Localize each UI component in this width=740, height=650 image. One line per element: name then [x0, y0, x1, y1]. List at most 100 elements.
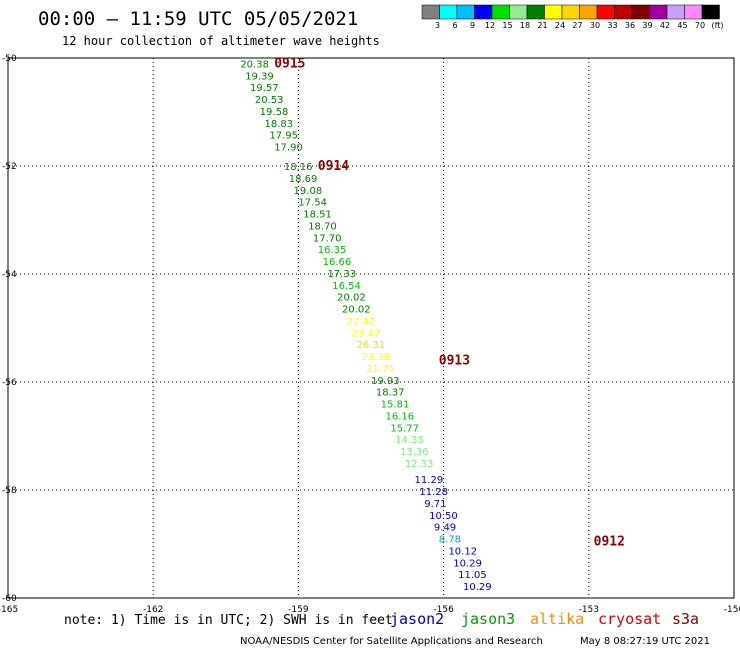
satellite-legend: jason2 jason3 altika cryosat s3a: [390, 610, 699, 628]
swh-label: 19.58: [260, 107, 289, 118]
legend-swatch: [526, 4, 545, 20]
legend-swatch: [544, 4, 563, 20]
swh-label: 18.37: [376, 388, 405, 399]
swh-label: 23.38: [361, 352, 390, 363]
credit-line: NOAA/NESDIS Center for Satellite Applica…: [240, 636, 543, 647]
swh-label: 15.77: [390, 423, 419, 434]
swh-label: 16.66: [323, 257, 352, 268]
time-label: 0912: [594, 534, 625, 549]
time-label: 0913: [439, 353, 470, 368]
satellite-altika: altika: [530, 610, 584, 628]
swh-label: 23.47: [352, 328, 381, 339]
swh-label: 11.05: [458, 570, 487, 581]
legend-swatch: [666, 4, 685, 20]
x-tick-label: -150: [724, 605, 740, 615]
legend-label: 70: [695, 21, 705, 30]
y-tick-label: -56: [2, 378, 17, 388]
legend-label: (ft): [711, 21, 723, 30]
color-legend: 3 6 9 12 15 18 21 24 27 30 33 36 39 42 45 70 (ft): [421, 4, 724, 30]
legend-swatch: [456, 4, 475, 20]
swh-label: 16.54: [332, 281, 361, 292]
x-tick-labels: -165 -162 -159 -156 -153 -150: [0, 605, 740, 615]
legend-swatch: [491, 4, 510, 20]
legend-label: 42: [660, 21, 670, 30]
time-label: 0914: [318, 159, 349, 174]
x-tick-label: -162: [143, 605, 163, 615]
swh-label: 26.31: [356, 340, 385, 351]
legend-swatch: [684, 4, 703, 20]
legend-swatch: [579, 4, 598, 20]
swh-label: 11.28: [419, 487, 448, 498]
satellite-jason3: jason3: [461, 610, 515, 628]
swh-label: 14.35: [395, 435, 424, 446]
legend-label: 30: [590, 21, 600, 30]
x-tick-label: -153: [579, 605, 599, 615]
swh-label: 19.93: [371, 376, 400, 387]
x-tick-label: -165: [0, 605, 18, 615]
legend-label: 3: [435, 21, 440, 30]
legend-swatch: [649, 4, 668, 20]
legend-label: 36: [625, 21, 635, 30]
legend-swatch: [614, 4, 633, 20]
swh-label: 16.35: [318, 245, 347, 256]
swh-label: 12.33: [405, 459, 434, 470]
swh-label: 17.33: [327, 269, 356, 280]
legend-swatch: [439, 4, 458, 20]
legend-label: 18: [520, 21, 530, 30]
swh-label: 18.69: [289, 174, 318, 185]
legend-label: 15: [502, 21, 512, 30]
y-tick-label: -52: [2, 162, 17, 172]
legend-swatch: [561, 4, 580, 20]
legend-swatch: [701, 4, 720, 20]
time-label: 0915: [274, 56, 305, 71]
legend-label: 21: [537, 21, 547, 30]
swh-label: 10.29: [463, 582, 492, 593]
legend-swatch: [596, 4, 615, 20]
swh-label: 20.38: [240, 59, 269, 70]
swh-label: 13.36: [400, 447, 429, 458]
swh-label: 19.39: [245, 71, 274, 82]
chart-subtitle: 12 hour collection of altimeter wave hei…: [62, 34, 380, 48]
y-tick-label: -50: [2, 54, 17, 64]
legend-swatch: [474, 4, 493, 20]
swh-label: 20.02: [342, 305, 371, 316]
y-tick-label: -54: [2, 270, 17, 280]
swh-label: 20.02: [337, 293, 366, 304]
swh-label: 9.49: [434, 523, 456, 534]
legend-label: 45: [677, 21, 687, 30]
legend-label: 9: [470, 21, 475, 30]
swh-label: 17.95: [269, 131, 298, 142]
legend-label: 27: [572, 21, 582, 30]
swh-label: 15.81: [381, 400, 410, 411]
satellite-jason2: jason2: [390, 610, 444, 628]
legend-swatch: [421, 4, 440, 20]
legend-label: 39: [642, 21, 652, 30]
swh-label: 17.90: [274, 143, 303, 154]
generated-timestamp: May 8 08:27:19 UTC 2021: [580, 636, 710, 647]
swh-label: 17.70: [313, 233, 342, 244]
swh-label: 18.51: [303, 210, 332, 221]
satellite-cryosat: cryosat: [598, 610, 661, 628]
legend-swatch: [509, 4, 528, 20]
plot-area: -50-52-54-56-58-60 -165-162-159-156-153-…: [0, 54, 740, 615]
swh-label: 20.53: [255, 95, 284, 106]
swh-label: 16.16: [386, 411, 415, 422]
swh-label: 19.08: [294, 186, 323, 197]
y-tick-label: -60: [2, 594, 17, 604]
time-labels: 0915 0914 0913 0912: [274, 56, 625, 549]
plot-frame: [7, 57, 735, 599]
swh-label: 8.78: [439, 535, 461, 546]
satellite-s3a: s3a: [672, 610, 699, 628]
swh-label: 10.12: [448, 546, 477, 557]
swh-label: 11.29: [415, 475, 444, 486]
footnote: note: 1) Time is in UTC; 2) SWH is in fe…: [64, 613, 393, 628]
swh-label: 18.70: [308, 221, 337, 232]
swh-label: 22.42: [347, 316, 376, 327]
y-tick-labels: -50 -52 -54 -56 -58 -60: [2, 54, 17, 604]
x-tick-label: -156: [433, 605, 454, 615]
legend-swatch: [631, 4, 650, 20]
swh-label: 19.57: [250, 83, 279, 94]
legend-label: 6: [452, 21, 457, 30]
swh-label: 17.54: [298, 198, 327, 209]
